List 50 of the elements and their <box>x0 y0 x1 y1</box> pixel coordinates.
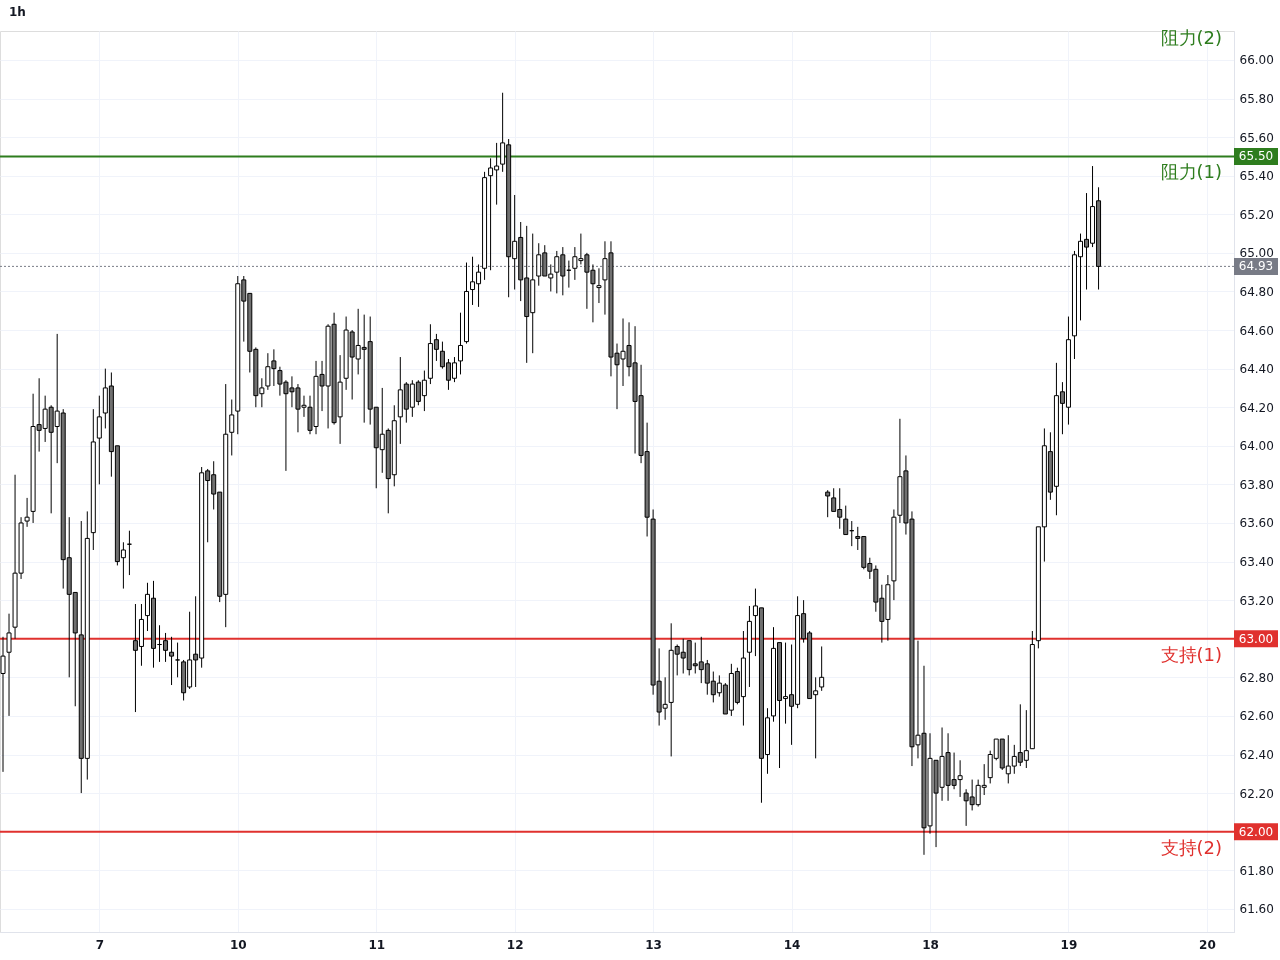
y-tick-label: 63.80 <box>1239 477 1274 492</box>
x-tick-label: 12 <box>506 937 524 952</box>
candlestick <box>457 312 463 375</box>
y-tick-label: 63.40 <box>1239 555 1274 570</box>
y-tick-label: 61.60 <box>1239 902 1274 917</box>
x-tick-label: 20 <box>1199 937 1216 952</box>
y-tick-label: 62.80 <box>1239 670 1274 685</box>
y-tick-label: 63.20 <box>1239 593 1274 608</box>
y-tick-label: 62.60 <box>1239 709 1274 724</box>
x-tick-label: 11 <box>368 937 386 952</box>
x-tick-label: 13 <box>645 937 662 952</box>
ref-line-label: 62.00 <box>1238 824 1274 839</box>
candlestick <box>825 489 831 518</box>
x-tick-label: 19 <box>1060 937 1078 952</box>
y-tick-label: 62.20 <box>1239 786 1274 801</box>
y-tick-label: 65.60 <box>1239 130 1274 145</box>
y-tick-label: 62.40 <box>1239 748 1274 762</box>
y-tick-label: 61.80 <box>1239 863 1274 878</box>
y-tick-label: 64.20 <box>1239 400 1274 415</box>
candlestick <box>6 613 12 717</box>
candlestick <box>175 642 181 678</box>
y-tick-label: 66.00 <box>1239 53 1274 68</box>
x-tick-label: 10 <box>229 937 247 952</box>
y-tick-label: 63.60 <box>1239 516 1274 531</box>
y-tick-label: 65.80 <box>1239 92 1274 107</box>
annotation: 阻力(2) <box>1160 27 1222 48</box>
candlestick <box>169 636 175 686</box>
x-tick-label: 14 <box>783 937 801 952</box>
annotation: 支持(1) <box>1160 643 1222 665</box>
candlestick <box>819 645 825 692</box>
y-tick-label: 65.40 <box>1239 169 1274 184</box>
y-tick-label: 64.80 <box>1239 284 1274 299</box>
annotation: 阻力(1) <box>1160 161 1222 183</box>
y-tick-label: 64.60 <box>1239 323 1274 338</box>
y-tick-label: 64.00 <box>1239 439 1274 454</box>
x-tick-label: 7 <box>95 937 104 952</box>
ref-line-label: 63.00 <box>1238 631 1274 646</box>
candlestick <box>843 505 849 536</box>
candlestick <box>24 497 30 528</box>
x-tick-label: 18 <box>922 937 939 952</box>
annotation: 支持(2) <box>1160 836 1222 858</box>
candlestick <box>596 267 602 304</box>
y-tick-label: 65.20 <box>1239 207 1274 222</box>
ref-line-label: 65.50 <box>1238 149 1274 164</box>
ref-line-label: 64.93 <box>1238 259 1274 274</box>
y-tick-label: 65.00 <box>1239 246 1274 261</box>
candlestick <box>229 399 235 456</box>
chart-title: 1h <box>9 5 26 19</box>
candlestick <box>96 395 102 485</box>
y-tick-label: 64.40 <box>1239 362 1274 377</box>
